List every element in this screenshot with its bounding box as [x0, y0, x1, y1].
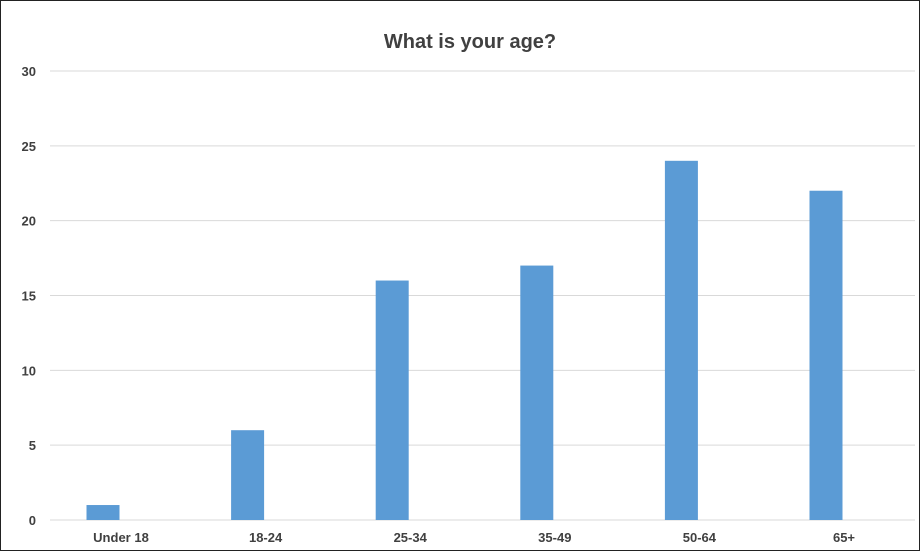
chart-title: What is your age? — [384, 31, 556, 53]
gridlines — [50, 70, 915, 521]
bar-18-24 — [231, 430, 265, 520]
bar-under-18 — [86, 505, 120, 520]
x-axis-tick-labels: Under 18 18-24 25-34 35-49 50-64 65+ — [93, 530, 855, 545]
bar-65- — [809, 190, 843, 520]
bar-25-34 — [375, 280, 409, 520]
bars — [86, 160, 843, 521]
y-tick-label: 0 — [29, 513, 36, 528]
y-tick-label: 5 — [29, 438, 36, 453]
y-tick-label: 20 — [22, 214, 36, 229]
y-tick-label: 30 — [22, 64, 36, 79]
x-tick-label: 25-34 — [394, 530, 428, 545]
x-tick-label: 18-24 — [249, 530, 283, 545]
y-tick-label: 25 — [22, 139, 36, 154]
x-tick-label: 35-49 — [538, 530, 571, 545]
bar-50-64 — [664, 160, 698, 521]
y-tick-label: 15 — [22, 289, 36, 304]
y-axis-tick-labels: 0 5 10 15 20 25 30 — [22, 64, 36, 528]
y-tick-label: 10 — [22, 363, 36, 378]
x-tick-label: 50-64 — [683, 530, 717, 545]
x-tick-label: Under 18 — [93, 530, 149, 545]
x-tick-label: 65+ — [833, 530, 855, 545]
bar-35-49 — [520, 265, 554, 520]
